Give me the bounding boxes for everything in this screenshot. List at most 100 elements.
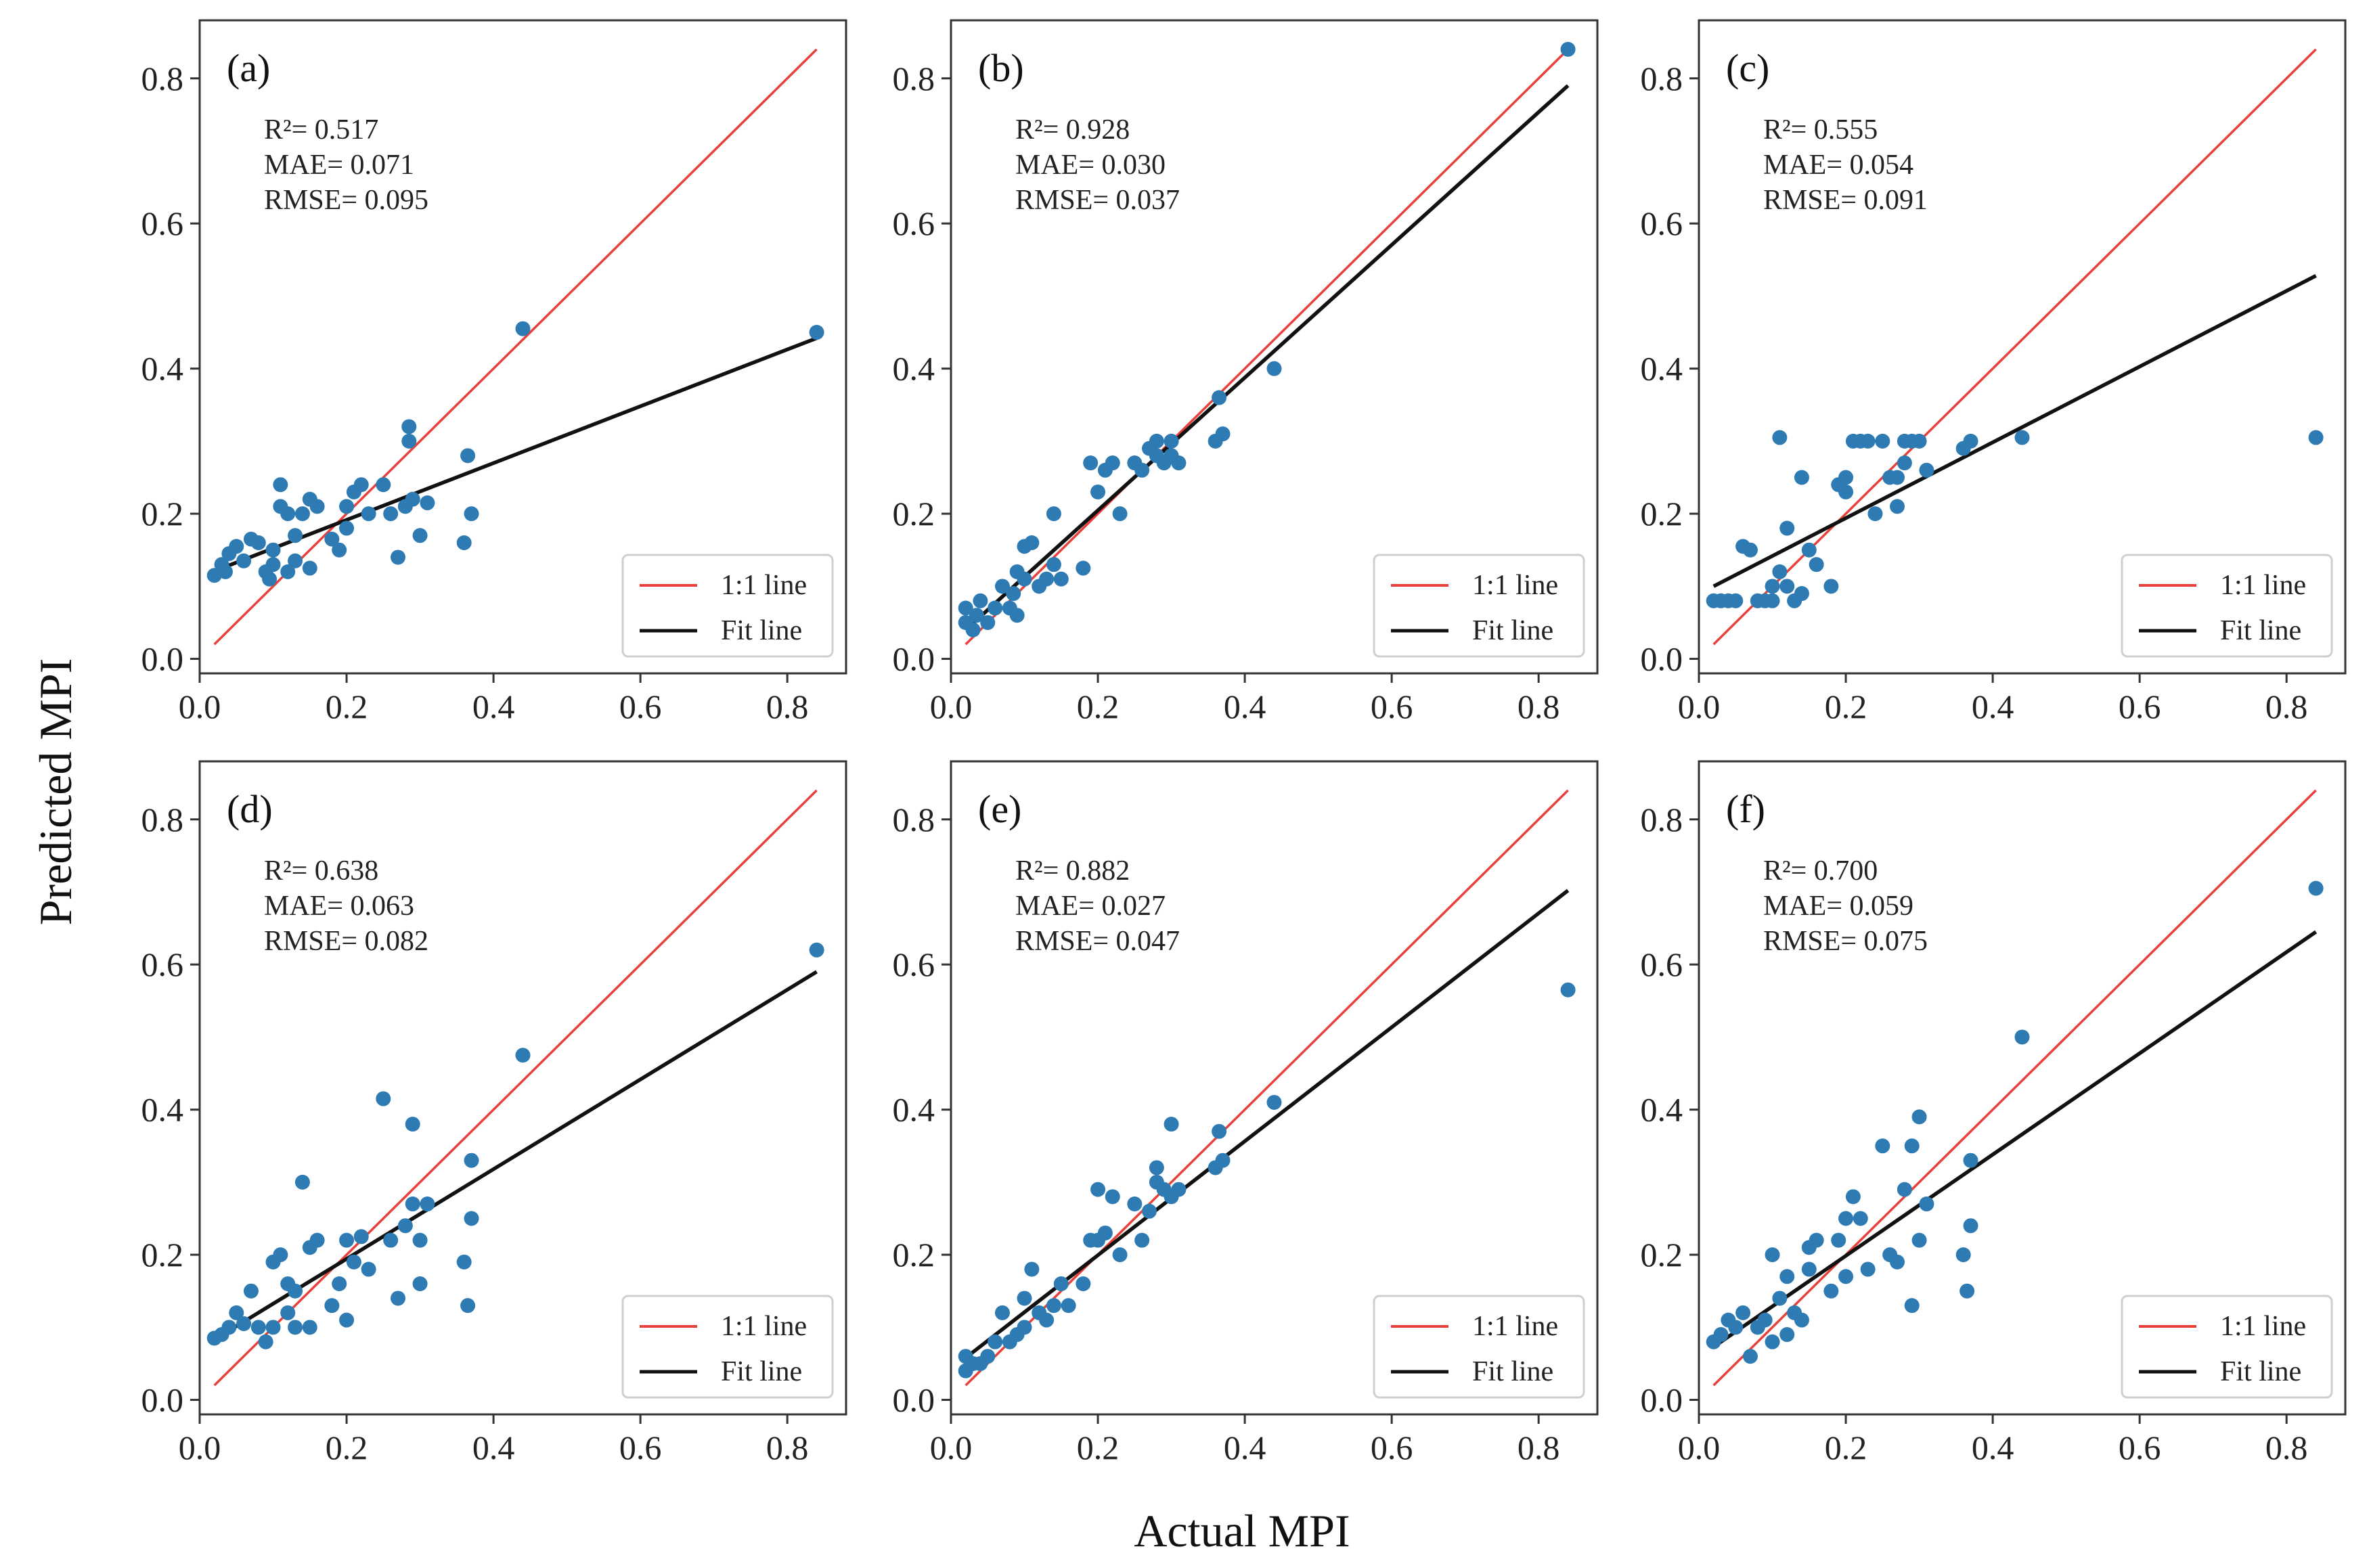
- data-point: [1875, 1138, 1890, 1154]
- panel-c: 0.0 0.2 0.4 0.6 0.8 0.0 0.2 0.4 0.6 0.8 (c) R²= 0.5…: [1641, 19, 2347, 725]
- x-tick-label: 0.8: [2265, 688, 2308, 725]
- y-tick-label: 0.2: [1641, 1236, 1683, 1274]
- y-tick-label: 0.8: [141, 60, 184, 97]
- fit-line: [964, 84, 1570, 631]
- stat-mae: MAE= 0.063: [264, 891, 414, 922]
- data-point: [1765, 593, 1780, 608]
- data-point: [1266, 361, 1282, 376]
- data-point: [1963, 433, 1978, 449]
- data-point: [217, 564, 233, 579]
- legend-label-one-to-one: 1:1 line: [1472, 1311, 1558, 1342]
- data-point: [1838, 1269, 1854, 1284]
- panel-a: 0.0 0.2 0.4 0.6 0.8 0.0 0.2 0.4 0.6 0.8 (a) R²= 0.5…: [141, 19, 847, 725]
- x-tick-label: 0.2: [326, 688, 368, 725]
- x-tick-label: 0.6: [2119, 1429, 2161, 1466]
- legend: 1:1 line Fit line: [2121, 1295, 2333, 1399]
- data-point: [265, 557, 281, 573]
- data-point: [346, 1254, 361, 1270]
- data-point: [339, 1312, 355, 1328]
- legend: 1:1 line Fit line: [1373, 554, 1585, 658]
- data-point: [1875, 433, 1890, 449]
- legend-label-fit: Fit line: [1472, 1356, 1553, 1387]
- data-point: [1860, 433, 1876, 449]
- data-point: [1046, 1298, 1061, 1314]
- data-point: [456, 1254, 472, 1270]
- data-point: [324, 531, 340, 547]
- panel-label: (a): [227, 46, 270, 90]
- y-tick-label: 0.4: [893, 1091, 935, 1129]
- data-point: [515, 321, 531, 336]
- data-point: [1911, 1232, 1927, 1248]
- x-tick-label: 0.2: [1077, 1429, 1120, 1466]
- data-point: [994, 579, 1010, 594]
- data-point: [1838, 484, 1854, 499]
- data-point: [1963, 1152, 1978, 1168]
- x-tick-label: 0.6: [1371, 688, 1413, 725]
- data-point: [1024, 535, 1040, 550]
- data-point: [973, 593, 988, 608]
- data-point: [1127, 1196, 1143, 1212]
- data-point: [288, 528, 303, 543]
- data-point: [969, 608, 984, 623]
- data-point: [1823, 579, 1839, 594]
- data-point: [1053, 571, 1069, 587]
- stat-rmse: RMSE= 0.037: [1015, 185, 1180, 216]
- data-point: [1061, 1298, 1076, 1314]
- data-point: [265, 1320, 281, 1335]
- data-point: [383, 506, 399, 522]
- x-tick-label: 0.4: [1972, 688, 2014, 725]
- data-point: [1860, 1261, 1876, 1277]
- data-point: [391, 1291, 406, 1306]
- data-point: [1963, 1218, 1978, 1234]
- data-point: [1149, 1160, 1164, 1175]
- data-point: [1164, 1117, 1179, 1132]
- data-point: [302, 560, 317, 576]
- x-tick-label: 0.6: [619, 1429, 662, 1466]
- data-point: [1024, 1261, 1040, 1277]
- data-point: [2014, 1029, 2030, 1045]
- data-point: [1801, 542, 1817, 558]
- data-point: [1076, 560, 1091, 576]
- data-point: [1215, 1152, 1231, 1168]
- data-point: [376, 477, 391, 493]
- x-tick-label: 0.4: [1224, 1429, 1266, 1466]
- data-point: [1149, 433, 1164, 449]
- x-tick-label: 0.8: [1518, 1429, 1560, 1466]
- data-point: [1266, 1094, 1282, 1110]
- legend-label-one-to-one: 1:1 line: [2220, 1311, 2306, 1342]
- data-point: [1212, 1123, 1227, 1139]
- data-point: [988, 1334, 1003, 1349]
- fit-line: [213, 970, 818, 1341]
- y-tick-label: 0.6: [1641, 945, 1683, 983]
- data-point: [1713, 1327, 1729, 1343]
- data-point: [460, 1298, 476, 1314]
- stat-r2: R²= 0.517: [264, 114, 378, 145]
- stat-mae: MAE= 0.059: [1763, 891, 1913, 922]
- data-point: [1105, 455, 1120, 471]
- data-point: [302, 1320, 317, 1335]
- data-point: [273, 1247, 288, 1263]
- panel-e: 0.0 0.2 0.4 0.6 0.8 0.0 0.2 0.4 0.6 0.8 (e) R²= 0.8…: [893, 760, 1599, 1466]
- data-point: [1919, 462, 1934, 478]
- panel-label: (c): [1726, 46, 1769, 90]
- data-point: [1560, 41, 1576, 57]
- data-point: [1779, 579, 1795, 594]
- data-point: [280, 506, 296, 522]
- data-point: [401, 419, 417, 434]
- y-tick-label: 0.8: [1641, 60, 1683, 97]
- data-point: [332, 1276, 347, 1291]
- y-tick-label: 0.4: [1641, 350, 1683, 388]
- data-point: [2308, 880, 2324, 896]
- y-tick-label: 0.6: [893, 204, 935, 242]
- y-axis-title: Predicted MPI: [30, 658, 81, 926]
- data-point: [361, 1261, 376, 1277]
- data-point: [1134, 1232, 1150, 1248]
- y-tick-label: 0.0: [893, 640, 935, 678]
- x-tick-label: 0.4: [1224, 688, 1266, 725]
- data-point: [236, 553, 252, 568]
- data-point: [383, 1232, 399, 1248]
- data-point: [1090, 1182, 1106, 1197]
- stat-rmse: RMSE= 0.095: [264, 185, 428, 216]
- data-point: [1039, 571, 1055, 587]
